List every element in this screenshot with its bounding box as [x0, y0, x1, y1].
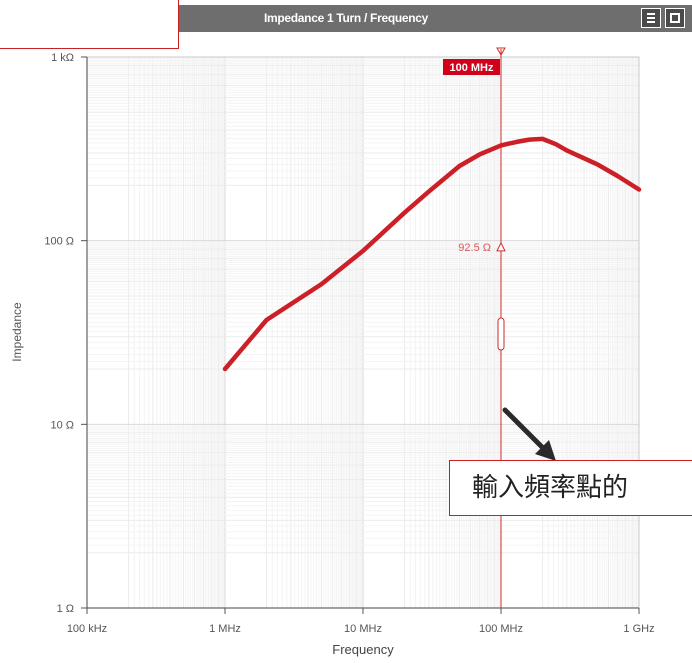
annotation-callout-box — [449, 460, 692, 516]
hamburger-menu-icon[interactable] — [641, 8, 661, 28]
marker-drag-handle[interactable] — [497, 317, 505, 351]
x-tick-label: 100 MHz — [479, 623, 523, 635]
y-tick-label: 1 Ω — [57, 603, 74, 615]
marker-value-label: 92.5 Ω — [458, 242, 491, 254]
marker-frequency-label: 100 MHz — [449, 62, 494, 74]
marker-top-triangle-icon[interactable] — [496, 47, 506, 57]
annotation-callout-text: 輸入頻率點的 — [472, 473, 629, 503]
y-tick-label: 100 Ω — [44, 236, 74, 248]
chart-title: Impedance 1 Turn / Frequency — [263, 11, 429, 25]
x-axis-label: Frequency — [332, 642, 394, 657]
x-tick-label: 10 MHz — [344, 623, 382, 635]
y-tick-label: 10 Ω — [50, 419, 74, 431]
marker-frequency-badge — [443, 59, 500, 75]
arrow-down-right-icon — [502, 407, 556, 461]
x-tick-label: 1 GHz — [623, 623, 654, 635]
marker-value-triangle-icon[interactable] — [496, 241, 506, 252]
x-tick-label: 1 MHz — [209, 623, 241, 635]
y-axis-label: Impedance — [10, 302, 24, 362]
axis-ticks — [81, 56, 640, 614]
y-tick-label: 1 kΩ — [51, 52, 74, 64]
maximize-icon[interactable] — [665, 8, 685, 28]
x-tick-label: 100 kHz — [67, 623, 107, 635]
annotation-callout-box-top — [0, 0, 179, 49]
